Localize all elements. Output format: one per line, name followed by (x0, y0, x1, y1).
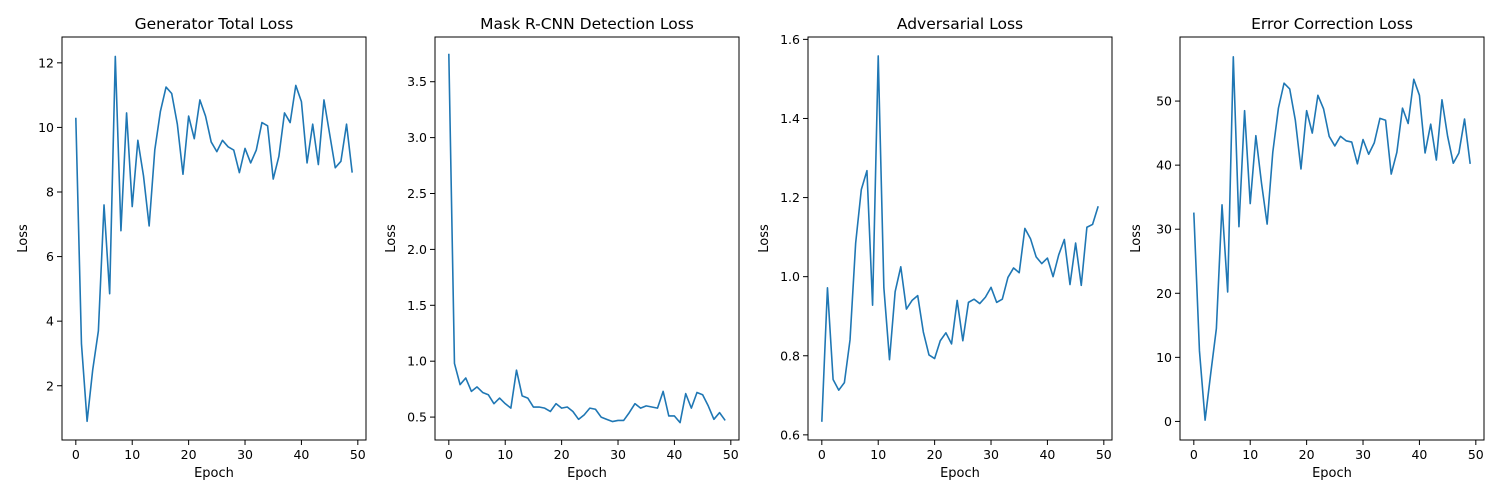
y-tick-label: 1.0 (407, 354, 427, 369)
y-tick-label: 2 (46, 378, 54, 393)
chart-panel-4: 0 10 20 30 40 50 0 10 20 30 40 50 Error Correction L… (1129, 15, 1485, 481)
y-axis-label: Loss (1129, 224, 1144, 253)
chart-title: Generator Total Loss (135, 15, 294, 33)
x-tick-label: 10 (1242, 447, 1258, 462)
plot-frame (61, 36, 367, 441)
chart-title: Error Correction Loss (1251, 15, 1413, 33)
x-tick-label: 30 (237, 447, 253, 462)
chart-panel-3: 0 10 20 30 40 50 0.6 0.8 1.0 1.2 1.4 1.6 Adversarial… (757, 15, 1113, 481)
x-tick-label: 40 (293, 447, 309, 462)
x-tick-label: 0 (1190, 447, 1198, 462)
y-tick-label: 0 (1164, 414, 1172, 429)
plot-frame (807, 36, 1113, 441)
y-tick-label: 3.5 (407, 74, 427, 89)
x-tick-label: 50 (1468, 447, 1484, 462)
chart-panel-2: 0 10 20 30 40 50 0.5 1.0 1.5 2.0 2.5 3.0 3.5 Mask R-C… (384, 15, 740, 481)
y-tick-label: 0.8 (780, 348, 800, 363)
y-axis-label: Loss (757, 224, 772, 253)
x-tick-label: 30 (983, 447, 999, 462)
x-tick-label: 0 (72, 447, 80, 462)
y-tick-label: 10 (38, 120, 54, 135)
x-tick-label: 0 (818, 447, 826, 462)
y-tick-label: 6 (46, 249, 54, 264)
chart-title: Adversarial Loss (897, 15, 1023, 33)
y-axis-label: Loss (384, 224, 399, 253)
x-axis-label: Epoch (940, 466, 980, 481)
y-tick-label: 0.6 (780, 427, 800, 442)
y-tick-label: 0.5 (407, 410, 427, 425)
y-tick-label: 3.0 (407, 130, 427, 145)
x-axis-label: Epoch (567, 466, 607, 481)
plot-frame (1179, 36, 1485, 441)
y-axis-label: Loss (16, 224, 31, 253)
series-line (448, 53, 726, 424)
x-axis-label: Epoch (194, 466, 234, 481)
y-tick-label: 50 (1156, 94, 1172, 109)
chart-title: Mask R-CNN Detection Loss (480, 15, 694, 33)
y-tick-label: 2.5 (407, 186, 427, 201)
y-tick-label: 1.0 (780, 269, 800, 284)
x-tick-label: 0 (445, 447, 453, 462)
x-tick-label: 10 (870, 447, 886, 462)
x-tick-label: 20 (927, 447, 943, 462)
x-axis-label: Epoch (1312, 466, 1352, 481)
x-tick-label: 40 (666, 447, 682, 462)
y-tick-label: 20 (1156, 286, 1172, 301)
x-tick-label: 50 (350, 447, 366, 462)
y-tick-label: 1.5 (407, 298, 427, 313)
x-tick-label: 10 (497, 447, 513, 462)
y-tick-label: 1.2 (780, 190, 800, 205)
x-tick-label: 50 (723, 447, 739, 462)
y-tick-label: 10 (1156, 350, 1172, 365)
x-tick-label: 50 (1096, 447, 1112, 462)
chart-panel-1: 0 10 20 30 40 50 2 4 6 8 10 12 Generator Total Loss E… (16, 15, 367, 481)
series-line (821, 55, 1099, 422)
y-tick-label: 2.0 (407, 242, 427, 257)
y-tick-label: 1.6 (780, 32, 800, 47)
y-tick-label: 12 (38, 55, 54, 70)
y-tick-label: 1.4 (780, 111, 800, 126)
x-tick-label: 40 (1411, 447, 1427, 462)
x-tick-label: 10 (124, 447, 140, 462)
y-tick-label: 40 (1156, 158, 1172, 173)
x-tick-label: 30 (1355, 447, 1371, 462)
y-tick-label: 8 (46, 185, 54, 200)
x-tick-label: 40 (1039, 447, 1055, 462)
x-tick-label: 20 (1299, 447, 1315, 462)
x-tick-label: 20 (554, 447, 570, 462)
x-tick-label: 30 (610, 447, 626, 462)
series-line (1193, 56, 1471, 421)
plot-frame (434, 36, 740, 441)
y-tick-label: 30 (1156, 222, 1172, 237)
x-tick-label: 20 (181, 447, 197, 462)
y-tick-label: 4 (46, 314, 54, 329)
series-line (75, 55, 353, 423)
